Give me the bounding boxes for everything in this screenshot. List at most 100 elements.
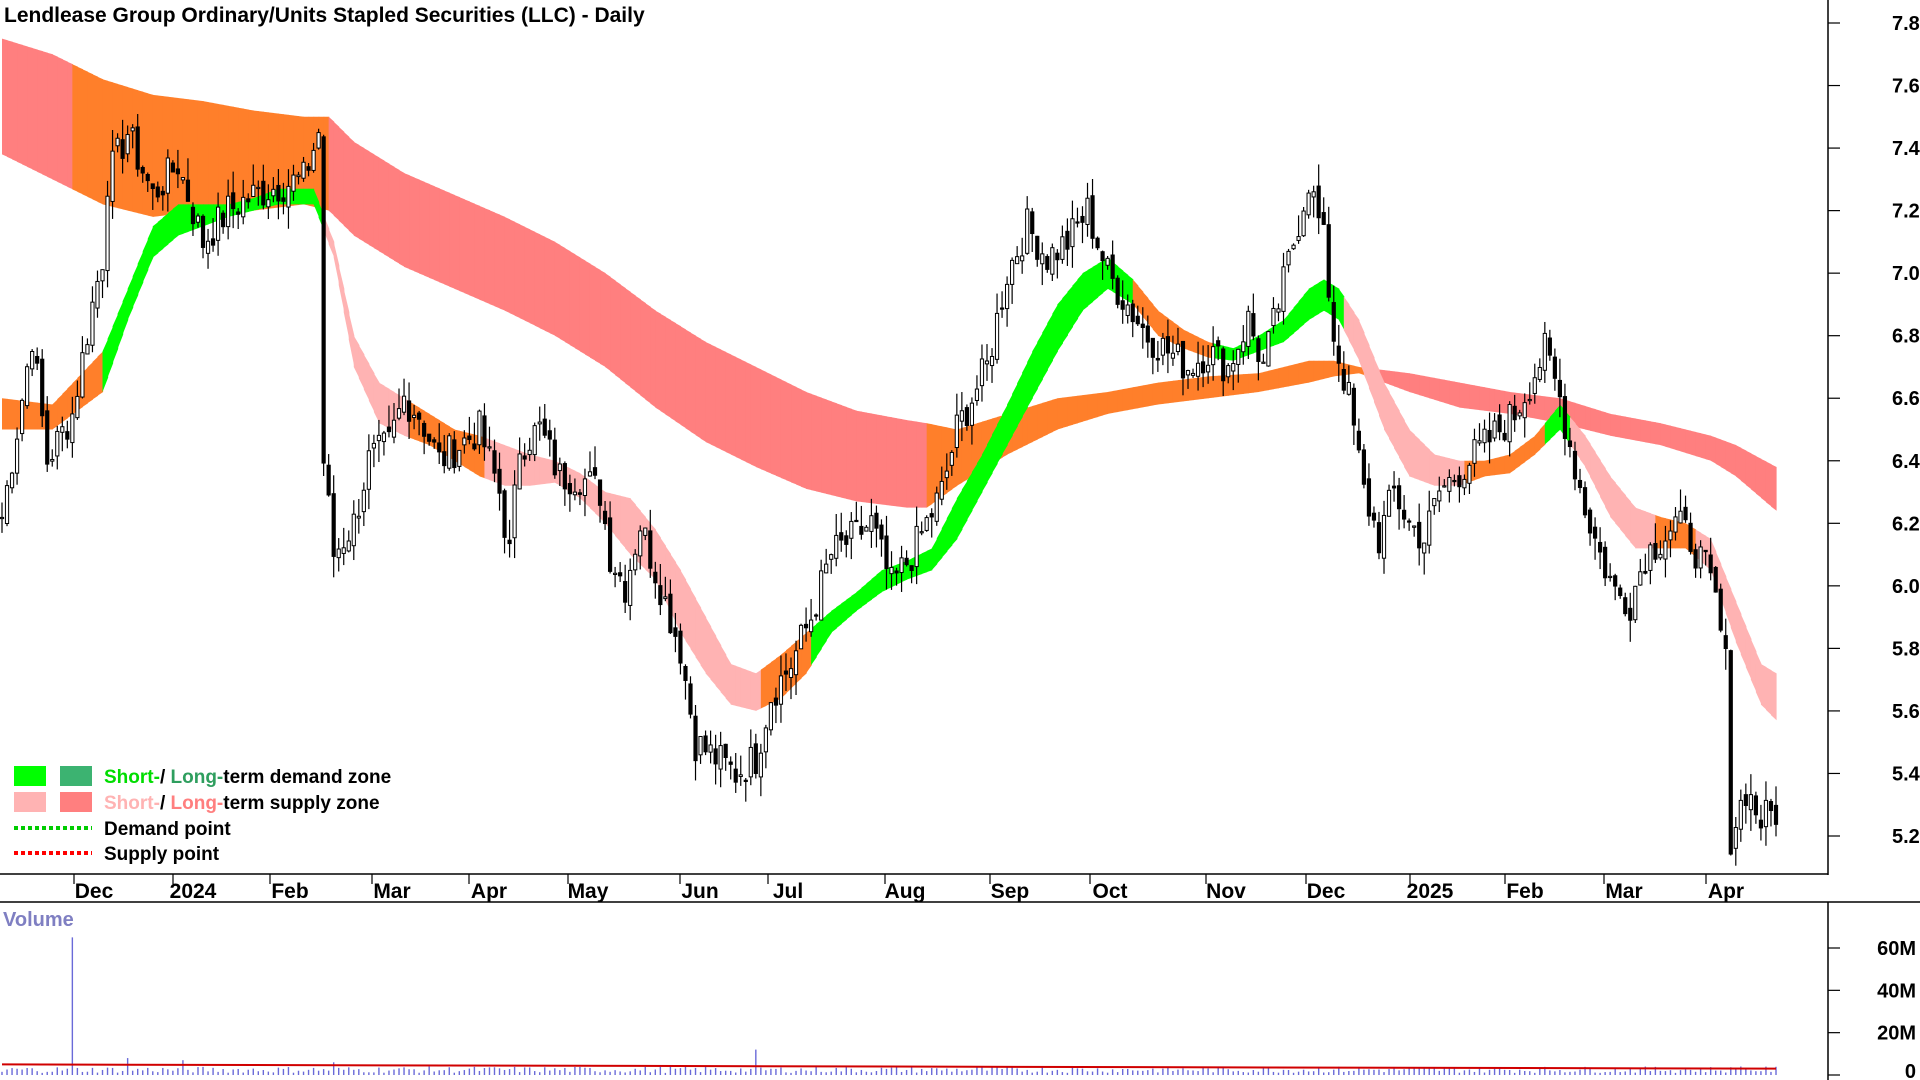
price-tick-label: 7.6	[1892, 76, 1920, 98]
candle	[336, 538, 341, 572]
short-term-zone-segment	[1308, 285, 1315, 321]
short-term-zone-segment	[1303, 288, 1310, 325]
long-term-zone-segment	[534, 231, 541, 329]
long-term-zone-segment	[22, 44, 28, 167]
candle	[411, 404, 417, 430]
long-term-zone-segment	[730, 354, 737, 458]
short-term-zone-segment	[986, 434, 993, 483]
long-term-zone-segment	[358, 144, 365, 242]
long-term-zone-segment	[1469, 384, 1476, 410]
long-term-zone-segment	[1167, 380, 1174, 404]
short-term-zone-segment	[971, 463, 978, 511]
candle	[984, 344, 990, 381]
candle	[45, 396, 50, 472]
long-term-zone-segment	[218, 103, 224, 211]
legend: Short-/ Long-term demand zone Short-/ Lo…	[14, 766, 391, 865]
long-term-zone-segment	[12, 41, 18, 162]
candle	[623, 564, 628, 613]
long-term-zone-segment	[459, 197, 465, 294]
candle	[944, 453, 949, 490]
candle	[442, 434, 447, 474]
long-term-zone-segment	[539, 234, 546, 331]
short-term-zone-segment	[856, 587, 862, 611]
candle	[65, 420, 70, 449]
candle	[1517, 409, 1522, 420]
long-term-zone-segment	[1353, 365, 1360, 374]
candle	[1598, 527, 1603, 570]
candles-layer	[0, 114, 1779, 866]
long-term-zone-segment	[926, 423, 933, 508]
candle	[1010, 257, 1015, 304]
long-term-zone-segment	[62, 59, 68, 187]
candle	[954, 393, 959, 458]
price-tick-labels: 5.2 5.4 5.6 5.8 6.0 6.2 6.4 6.6 6.8 7.0 7.2 7.4 7.6 7…	[1828, 13, 1920, 848]
volume-tick-label: 20M	[1877, 1023, 1916, 1045]
short-term-zone-segment	[1378, 370, 1385, 430]
long-term-zone-segment	[243, 108, 249, 211]
candle	[1452, 474, 1457, 487]
short-term-zone-segment	[1660, 517, 1667, 549]
candle	[1211, 326, 1216, 381]
long-term-zone-segment	[1590, 407, 1596, 433]
candle	[1060, 225, 1065, 264]
long-term-zone-segment	[1303, 360, 1310, 384]
short-term-zone-segment	[1142, 291, 1149, 324]
short-term-zone-segment	[921, 550, 928, 574]
short-term-zone-segment	[1363, 332, 1370, 389]
long-term-zone-segment	[298, 116, 305, 205]
long-term-zone-segment	[1620, 415, 1626, 439]
candle	[854, 501, 859, 523]
candle	[532, 422, 537, 462]
candle	[417, 410, 422, 436]
long-term-zone-segment	[72, 64, 78, 192]
price-tick-label: 6.2	[1892, 513, 1920, 535]
long-term-zone-segment	[1308, 360, 1315, 383]
candle	[1698, 540, 1703, 579]
candle	[371, 434, 376, 468]
long-term-zone-segment	[791, 384, 797, 485]
price-tick-label: 5.6	[1892, 701, 1920, 723]
short-term-zone-segment	[675, 562, 682, 633]
legend-long-demand-swatch	[60, 766, 92, 786]
long-term-zone-segment	[1670, 425, 1677, 450]
candle	[824, 548, 829, 574]
short-term-zone-segment	[1057, 298, 1063, 352]
candle	[1703, 549, 1708, 566]
date-tick-label: Oct	[1092, 880, 1127, 903]
long-term-zone-segment	[1263, 370, 1270, 392]
candle	[648, 509, 653, 578]
short-term-zone-segment	[1770, 670, 1777, 721]
short-term-zone-segment	[785, 645, 792, 694]
long-term-zone-segment	[524, 226, 531, 324]
long-term-zone-segment	[1655, 422, 1662, 446]
candle	[135, 114, 140, 177]
candle	[120, 119, 125, 174]
long-term-zone-segment	[841, 405, 847, 499]
price-tick-label: 6.6	[1892, 388, 1920, 410]
short-term-zone-segment	[1273, 323, 1280, 346]
candle	[321, 134, 326, 476]
candle	[1748, 774, 1753, 831]
candle	[1562, 383, 1568, 456]
candle	[1643, 553, 1648, 575]
candle	[251, 164, 256, 198]
short-term-zone-segment	[208, 204, 214, 225]
long-term-zone-segment	[1112, 390, 1119, 413]
candle	[165, 149, 170, 212]
candle	[1487, 412, 1492, 464]
short-term-zone-segment	[137, 251, 144, 296]
short-term-zone-segment	[1097, 260, 1104, 298]
long-term-zone-segment	[1132, 386, 1139, 410]
long-term-zone-segment	[1625, 416, 1631, 440]
volume-tick-label: 0	[1905, 1061, 1916, 1080]
candle	[1251, 293, 1256, 341]
long-term-zone-segment	[17, 43, 23, 165]
candle	[703, 730, 708, 756]
short-term-zone-segment	[1007, 393, 1013, 446]
long-term-zone-segment	[1248, 373, 1254, 394]
candle	[1618, 584, 1623, 599]
short-term-zone-segment	[1278, 320, 1285, 344]
short-term-zone-segment	[1203, 339, 1209, 358]
candle	[90, 286, 95, 353]
candle	[668, 579, 673, 634]
